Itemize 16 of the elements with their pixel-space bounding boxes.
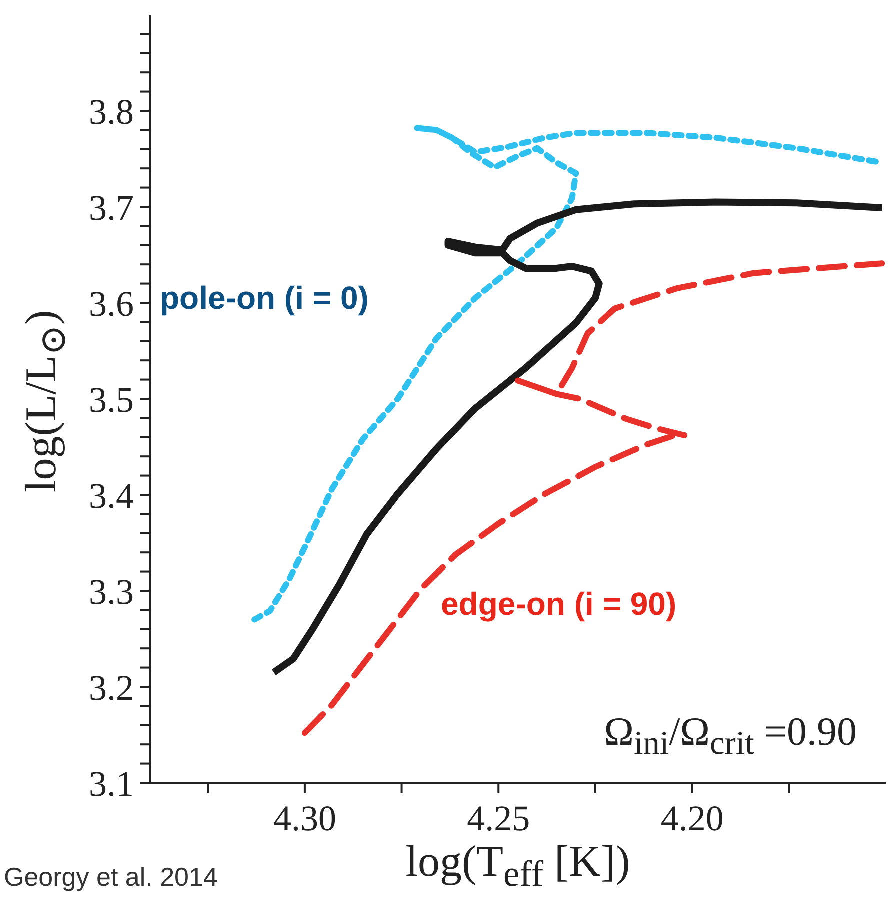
y-tick-label: 3.1: [89, 764, 134, 804]
y-tick-label: 3.5: [89, 380, 134, 420]
y-tick-label: 3.7: [89, 188, 134, 228]
text: Georgy et al. 2014: [4, 862, 218, 893]
x-axis-title: log(T$_{eff}$ [K]): [406, 837, 630, 894]
annotation: pole-on (i = 0): [160, 280, 369, 317]
annotation: Ω$_{ini}$/Ω$_{crit}$ =0.90: [604, 708, 857, 763]
x-tick-label: 4.25: [467, 798, 530, 839]
y-tick-label: 3.2: [89, 668, 134, 708]
y-tick-label: 3.8: [89, 92, 134, 132]
x-tick-label: 4.30: [273, 798, 336, 839]
y-tick-label: 3.6: [89, 284, 134, 324]
y-tick-label: 3.3: [89, 572, 134, 612]
x-tick-label: 4.20: [660, 798, 724, 839]
annotation: edge-on (i = 90): [441, 586, 677, 623]
y-tick-label: 3.4: [89, 476, 134, 516]
